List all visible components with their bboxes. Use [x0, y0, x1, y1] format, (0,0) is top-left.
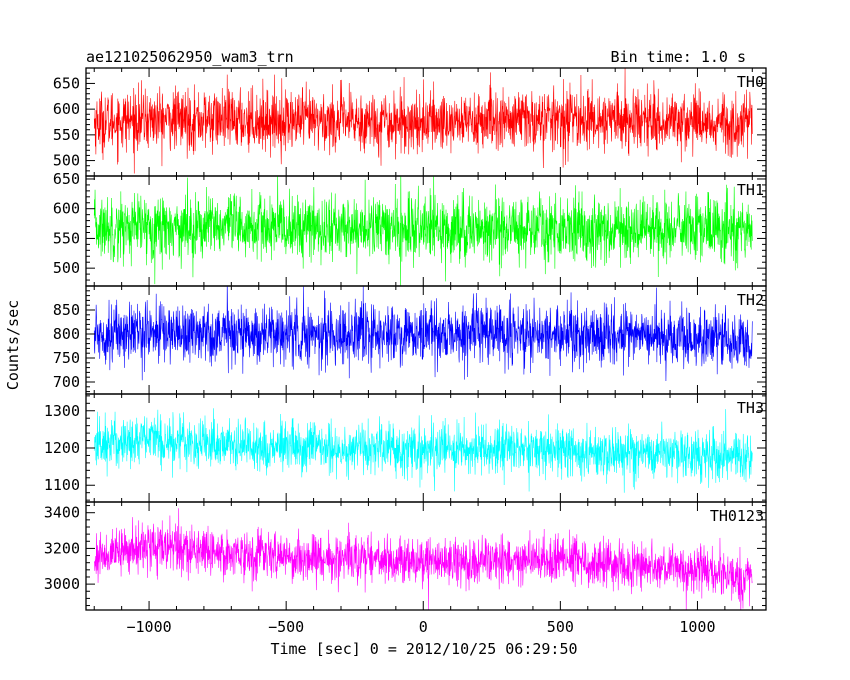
- x-tick-label: 1000: [679, 618, 715, 636]
- y-tick-label: 3000: [44, 575, 80, 593]
- y-tick-label: 3200: [44, 539, 80, 557]
- panel-label-TH0: TH0: [737, 73, 764, 91]
- series-TH1: [93, 176, 753, 286]
- x-tick-label: −500: [268, 618, 304, 636]
- series-TH2: [93, 286, 753, 381]
- x-tick-label: 0: [419, 618, 428, 636]
- series-TH0: [93, 68, 753, 174]
- y-tick-label: 500: [53, 259, 80, 277]
- y-tick-label: 750: [53, 349, 80, 367]
- panels-group: 500 550 600 650 TH0 500 550 600 650 TH1 700 750 800 8…: [44, 67, 767, 636]
- y-tick-label: 500: [53, 152, 80, 170]
- x-tick-label: −1000: [126, 618, 171, 636]
- x-tick-label: 500: [547, 618, 574, 636]
- chart-title: ae121025062950_wam3_trn: [86, 48, 294, 66]
- y-tick-label: 1100: [44, 476, 80, 494]
- y-tick-label: 600: [53, 200, 80, 218]
- y-tick-label: 700: [53, 373, 80, 391]
- series-TH0123: [93, 508, 753, 610]
- y-tick-label: 1300: [44, 402, 80, 420]
- y-tick-label: 550: [53, 229, 80, 247]
- bin-time-label: Bin time: 1.0 s: [611, 48, 746, 66]
- y-tick-label: 800: [53, 325, 80, 343]
- y-tick-label: 3400: [44, 504, 80, 522]
- panel-label-TH2: TH2: [737, 291, 764, 309]
- panel-label-TH1: TH1: [737, 181, 764, 199]
- y-tick-label: 600: [53, 100, 80, 118]
- y-tick-label: 850: [53, 301, 80, 319]
- panel-label-TH3: TH3: [737, 399, 764, 417]
- y-axis-label: Counts/sec: [4, 300, 22, 390]
- y-tick-label: 650: [53, 74, 80, 92]
- x-axis-label: Time [sec] 0 = 2012/10/25 06:29:50: [270, 640, 577, 658]
- series-TH3: [93, 408, 753, 493]
- panel-label-TH0123: TH0123: [710, 507, 764, 525]
- y-tick-label: 550: [53, 126, 80, 144]
- y-tick-label: 650: [53, 170, 80, 188]
- y-tick-label: 1200: [44, 439, 80, 457]
